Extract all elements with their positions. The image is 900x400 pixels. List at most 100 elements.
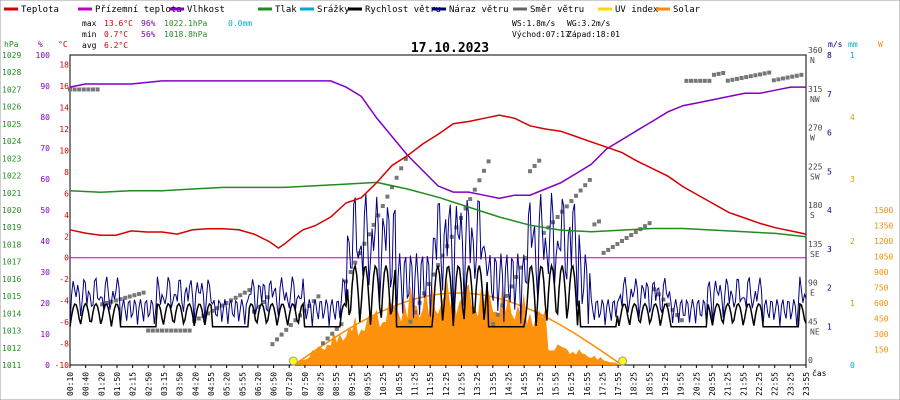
x-tick-label: 13:25 (473, 372, 482, 396)
tick-dir: 135 (808, 240, 823, 249)
x-tick-label: 09:25 (348, 372, 357, 396)
x-tick-label: 02:50 (144, 372, 153, 396)
wind-direction-point (256, 304, 261, 309)
tick-temp: -4 (59, 297, 69, 306)
legend-label: Teplota (21, 5, 59, 15)
wind-direction-point (762, 71, 767, 76)
wind-direction-point (164, 328, 169, 333)
x-tick-label: 03:15 (160, 372, 169, 396)
unit-pct: % (38, 40, 43, 49)
wind-direction-point (739, 75, 744, 80)
tick-temp: 18 (59, 61, 69, 70)
wind-direction-point (578, 188, 583, 193)
wind-direction-point (537, 158, 542, 163)
humidity-line (69, 80, 806, 200)
tick-pct: 60 (40, 175, 50, 184)
stat-avg-label: avg (82, 41, 97, 50)
wind-direction-point (643, 224, 647, 229)
wind-direction-point (408, 319, 413, 324)
wind-direction-point (219, 303, 224, 308)
wind-direction-point (155, 328, 160, 333)
wind-direction-point (91, 87, 95, 92)
tick-hpa: 1022 (2, 172, 21, 181)
wind-direction-point (463, 206, 468, 211)
wind-direction-point (334, 326, 339, 331)
stat-max-label: max (82, 19, 97, 28)
wind-direction-point (707, 78, 712, 83)
tick-dir-label: W (810, 134, 815, 143)
wind-direction-point (684, 78, 689, 83)
x-tick-label: 07:50 (301, 372, 310, 396)
wind-direction-point (307, 303, 312, 308)
tick-pct: 0 (45, 361, 50, 370)
wind-direction-point (716, 71, 721, 76)
tick-temp: 16 (59, 82, 69, 91)
wind-direction-point (574, 193, 578, 198)
tick-pct: 100 (36, 51, 51, 60)
wind-direction-point (399, 166, 404, 171)
tick-pct: 30 (40, 268, 50, 277)
wind-direction-point (587, 177, 592, 182)
x-tick-label: 05:20 (223, 372, 232, 396)
tick-hpa: 1023 (2, 154, 21, 163)
x-tick-label: 16:55 (583, 372, 592, 396)
tick-temp: 0 (64, 254, 69, 263)
wind-direction-point (247, 288, 252, 293)
wind-direction-point (95, 87, 100, 92)
tick-uv: 4 (850, 113, 855, 122)
x-tick-label: 13:55 (489, 372, 498, 396)
tick-pct: 50 (40, 206, 50, 215)
wind-direction-point (380, 204, 385, 209)
tick-pct: 10 (40, 330, 50, 339)
unit-temp: °C (58, 40, 68, 49)
tick-w: 300 (874, 330, 889, 339)
wind-direction-point (265, 295, 270, 300)
wind-direction-point (785, 75, 790, 80)
legend-label: Směr větru (530, 5, 584, 15)
tick-hpa: 1016 (2, 275, 21, 284)
unit-mm: mm (848, 40, 858, 49)
tick-dir-label: SW (810, 172, 820, 181)
tick-dir: 270 (808, 124, 823, 133)
tick-mm: 0 (850, 361, 855, 370)
wind-direction-point (321, 341, 325, 346)
tick-w: 900 (874, 268, 889, 277)
tick-w: 1500 (874, 206, 893, 215)
wind-direction-point (767, 70, 772, 75)
x-tick-label: 18:55 (645, 372, 654, 396)
wind-direction-point (670, 307, 675, 312)
sunset-marker (618, 356, 628, 366)
x-tick-label: 10:55 (395, 372, 404, 396)
tick-w: 450 (874, 315, 889, 324)
wind-direction-point (81, 87, 86, 92)
wind-direction-point (689, 78, 693, 83)
wind-direction-point (735, 76, 739, 81)
wind-direction-point (790, 74, 795, 79)
stat-min-hum: 56% (141, 30, 156, 39)
x-tick-label: 04:55 (207, 372, 216, 396)
wind-direction-point (541, 230, 546, 235)
wind-direction-point (353, 260, 358, 265)
wind-direction-point (173, 328, 178, 333)
x-tick-label: 04:20 (191, 372, 200, 396)
tick-temp: -10 (55, 361, 70, 370)
x-tick-label: 14:55 (520, 372, 529, 396)
wind-direction-point (776, 77, 781, 82)
wind-direction-point (187, 328, 192, 333)
x-tick-label: 21:55 (739, 372, 748, 396)
tick-temp: -2 (59, 275, 69, 284)
unit-ms: m/s (828, 40, 843, 49)
wind-direction-point (730, 77, 735, 82)
wind-direction-point (610, 244, 615, 249)
tick-dir-label: SE (810, 250, 820, 259)
tick-mm: 1 (850, 51, 855, 60)
wind-direction-point (482, 168, 486, 173)
wind-direction-point (661, 297, 666, 302)
wind-direction-point (348, 270, 353, 275)
wind-direction-point (477, 178, 482, 183)
wind-direction-point (242, 290, 247, 295)
axis-ticks: 1029102810271026102510241023102210211020… (2, 46, 893, 396)
wind-direction-point (146, 328, 151, 333)
tick-temp: -6 (59, 318, 69, 327)
tick-temp: 4 (64, 211, 69, 220)
